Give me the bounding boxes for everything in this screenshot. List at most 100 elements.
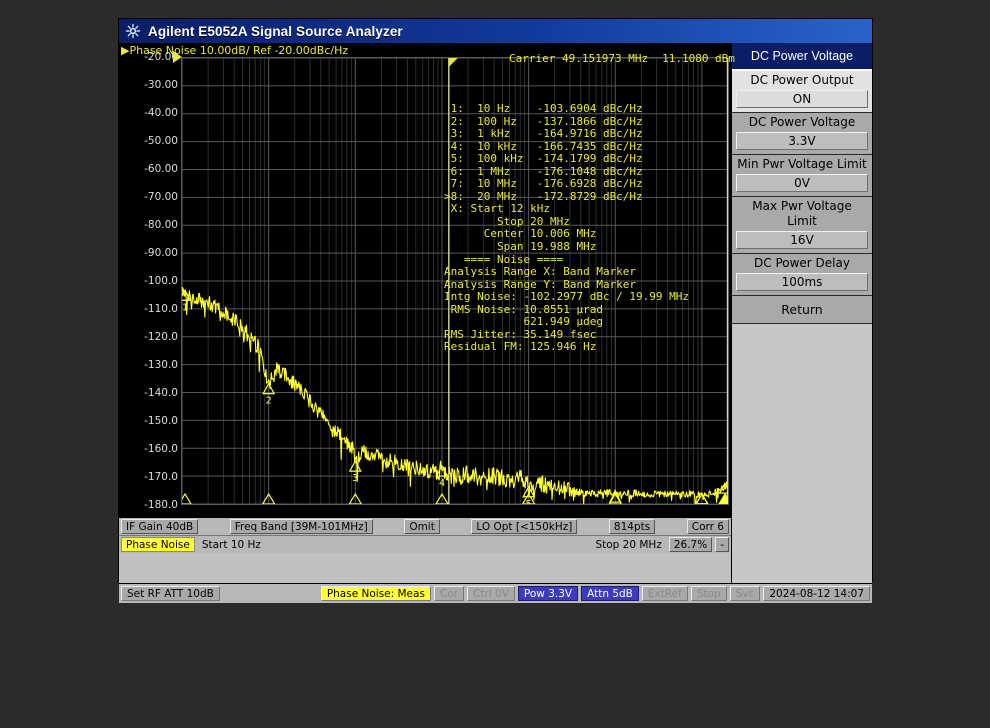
marker-readout-line: 1: 10 Hz -103.6904 dBc/Hz bbox=[444, 102, 643, 115]
analyzer-window: Agilent E5052A Signal Source Analyzer ▶P… bbox=[118, 18, 873, 603]
status-measurement[interactable]: Phase Noise: Meas bbox=[320, 586, 431, 601]
softkey-value[interactable]: 100ms bbox=[736, 273, 868, 291]
carrier-readout: Carrier 49.151973 MHz 11.1080 dBm bbox=[509, 52, 735, 65]
y-axis-tick-label: -110.0 bbox=[144, 303, 178, 315]
status-ext-ref[interactable]: ExtRef bbox=[641, 586, 688, 601]
omit-field[interactable]: Omit bbox=[404, 519, 440, 534]
more-button[interactable]: - bbox=[715, 537, 729, 552]
softkey-label: DC Power Voltage bbox=[748, 115, 856, 129]
status-stop[interactable]: Stop bbox=[690, 586, 727, 601]
sweep-range-row: Phase Noise Start 10 Hz Stop 20 MHz 26.7… bbox=[119, 535, 731, 553]
softkey-value[interactable]: ON bbox=[736, 90, 868, 108]
trace-tab-phase-noise[interactable]: Phase Noise bbox=[121, 537, 195, 552]
svg-text:3: 3 bbox=[352, 473, 358, 484]
softkey-label: Min Pwr Voltage Limit bbox=[737, 157, 867, 171]
marker-readout-line: 6: 1 MHz -176.1048 dBc/Hz bbox=[444, 164, 643, 178]
marker-readout-line: 4: 10 kHz -166.7435 dBc/Hz bbox=[444, 139, 643, 153]
window-body: ▶Phase Noise 10.00dB/ Ref -20.00dBc/Hz C… bbox=[119, 43, 872, 583]
svg-text:1: 1 bbox=[182, 302, 188, 313]
marker-readout-line: >8: 20 MHz -172.8729 dBc/Hz bbox=[444, 189, 643, 203]
measurement-area: ▶Phase Noise 10.00dB/ Ref -20.00dBc/Hz C… bbox=[119, 43, 735, 583]
y-axis-tick-label: -160.0 bbox=[144, 443, 178, 455]
status-datetime: 2024-08-12 14:07 bbox=[763, 586, 870, 601]
marker-readout-line: Span 19.988 MHz bbox=[444, 240, 597, 254]
marker-readout-table: 1: 10 Hz -103.6904 dBc/Hz 2: 100 Hz -137… bbox=[444, 102, 690, 354]
softkey-panel: DC Power Voltage DC Power Output ON DC Pow… bbox=[731, 43, 872, 583]
svg-text:2: 2 bbox=[266, 396, 272, 407]
softkey-value[interactable]: 3.3V bbox=[736, 132, 868, 150]
y-axis-tick-label: -100.0 bbox=[144, 275, 178, 287]
softkey-label: DC Power Delay bbox=[754, 256, 850, 270]
y-axis-tick-label: -170.0 bbox=[144, 471, 178, 483]
softkey-value[interactable]: 16V bbox=[736, 231, 868, 249]
status-dc-power[interactable]: Pow 3.3V bbox=[517, 586, 579, 601]
softkey-label: DC Power Output bbox=[750, 73, 854, 87]
points-field[interactable]: 814pts bbox=[608, 519, 656, 534]
y-axis-tick-label: -90.00 bbox=[144, 247, 178, 259]
status-rf-att[interactable]: Set RF ATT 10dB bbox=[121, 586, 220, 601]
marker-readout-line: 621.949 µdeg bbox=[444, 315, 603, 329]
plot-area[interactable]: 12345678 bbox=[181, 57, 729, 505]
marker-readout-line: 2: 100 Hz -137.1866 dBc/Hz bbox=[444, 114, 643, 128]
marker-readout-line: RMS Noise: 10.8551 µrad bbox=[444, 302, 603, 316]
y-axis-tick-label: -70.00 bbox=[144, 191, 178, 203]
status-control-voltage[interactable]: Ctrl 0V bbox=[467, 586, 515, 601]
softkey-dc-power-delay[interactable]: DC Power Delay 100ms bbox=[732, 254, 872, 296]
marker-readout-line: Analysis Range Y: Band Marker bbox=[444, 277, 637, 291]
correlation-field[interactable]: Corr 6 bbox=[686, 519, 729, 534]
y-axis-tick-label: -120.0 bbox=[144, 331, 178, 343]
y-axis-tick-label: -130.0 bbox=[144, 359, 178, 371]
y-axis-tick-label: -60.00 bbox=[144, 163, 178, 175]
marker-readout-line: ==== Noise ==== bbox=[444, 252, 564, 266]
y-axis-tick-label: -150.0 bbox=[144, 415, 178, 427]
svg-text:4: 4 bbox=[439, 478, 445, 489]
softkey-label: Max Pwr Voltage Limit bbox=[752, 199, 852, 228]
marker-readout-line: Stop 20 MHz bbox=[444, 214, 570, 228]
status-service[interactable]: Svc bbox=[729, 586, 761, 601]
marker-readout-line: RMS Jitter: 35.149 fsec bbox=[444, 327, 597, 341]
window-titlebar: Agilent E5052A Signal Source Analyzer bbox=[119, 19, 872, 43]
y-axis-tick-label: -20.00 bbox=[144, 51, 178, 63]
lo-opt-field[interactable]: LO Opt [<150kHz] bbox=[471, 519, 578, 534]
instrument-settings-row: IF Gain 40dB Freq Band [39M-101MHz] Omit… bbox=[119, 517, 731, 535]
window-title: Agilent E5052A Signal Source Analyzer bbox=[148, 23, 403, 39]
if-gain-field[interactable]: IF Gain 40dB bbox=[121, 519, 199, 534]
marker-readout-line: Analysis Range X: Band Marker bbox=[444, 265, 637, 279]
softkey-min-pwr-voltage-limit[interactable]: Min Pwr Voltage Limit 0V bbox=[732, 155, 872, 197]
y-axis-tick-label: -180.0 bbox=[144, 499, 178, 511]
marker-readout-line: Intg Noise: -102.2977 dBc / 19.99 MHz bbox=[444, 290, 690, 304]
carrier-frequency: Carrier 49.151973 MHz bbox=[509, 52, 649, 65]
status-correction[interactable]: Cor bbox=[433, 586, 465, 601]
marker-readout-line: Center 10.006 MHz bbox=[444, 227, 597, 241]
y-axis-tick-label: -140.0 bbox=[144, 387, 178, 399]
marker-readout-line: X: Start 12 kHz bbox=[444, 202, 550, 216]
softkey-return[interactable]: Return bbox=[732, 296, 872, 324]
reference-level-arrow-icon bbox=[173, 51, 182, 63]
marker-readout-line: 7: 10 MHz -176.6928 dBc/Hz bbox=[444, 177, 643, 191]
sweep-start-label: Start 10 Hz bbox=[201, 538, 261, 551]
y-axis-labels: -20.00 -30.00 -40.00 -50.00 -60.00 -70.00 -80.… bbox=[119, 51, 181, 511]
phase-noise-graph[interactable]: ▶Phase Noise 10.00dB/ Ref -20.00dBc/Hz C… bbox=[119, 43, 735, 517]
marker-readout-line: 3: 1 kHz -164.9716 dBc/Hz bbox=[444, 127, 643, 141]
status-bar: Set RF ATT 10dB Phase Noise: Meas Cor Ct… bbox=[119, 583, 872, 603]
softkey-dc-power-output[interactable]: DC Power Output ON bbox=[732, 71, 872, 113]
channel-label: ▶Phase Noise 10.00dB/ Ref -20.00dBc/Hz bbox=[121, 44, 349, 57]
marker-readout-line: 5: 100 kHz -174.1799 dBc/Hz bbox=[444, 152, 643, 166]
y-axis-tick-label: -80.00 bbox=[144, 219, 178, 231]
softkey-panel-title: DC Power Voltage bbox=[732, 43, 872, 71]
y-axis-tick-label: -30.00 bbox=[144, 79, 178, 91]
softkey-label: Return bbox=[781, 302, 823, 317]
softkey-max-pwr-voltage-limit[interactable]: Max Pwr Voltage Limit 16V bbox=[732, 197, 872, 254]
softkey-dc-power-voltage[interactable]: DC Power Voltage 3.3V bbox=[732, 113, 872, 155]
status-attenuation[interactable]: Attn 5dB bbox=[581, 586, 639, 601]
carrier-power: 11.1080 dBm bbox=[662, 52, 735, 65]
marker-readout-line: Residual FM: 125.946 Hz bbox=[444, 340, 597, 354]
sun-starburst-icon bbox=[125, 23, 141, 39]
y-axis-tick-label: -40.00 bbox=[144, 107, 178, 119]
sweep-progress: 26.7% bbox=[668, 537, 713, 552]
active-trace-marker-icon: ▶ bbox=[121, 44, 130, 57]
y-axis-tick-label: -50.00 bbox=[144, 135, 178, 147]
sweep-stop-label: Stop 20 MHz bbox=[595, 538, 662, 551]
softkey-value[interactable]: 0V bbox=[736, 174, 868, 192]
freq-band-field[interactable]: Freq Band [39M-101MHz] bbox=[229, 519, 373, 534]
